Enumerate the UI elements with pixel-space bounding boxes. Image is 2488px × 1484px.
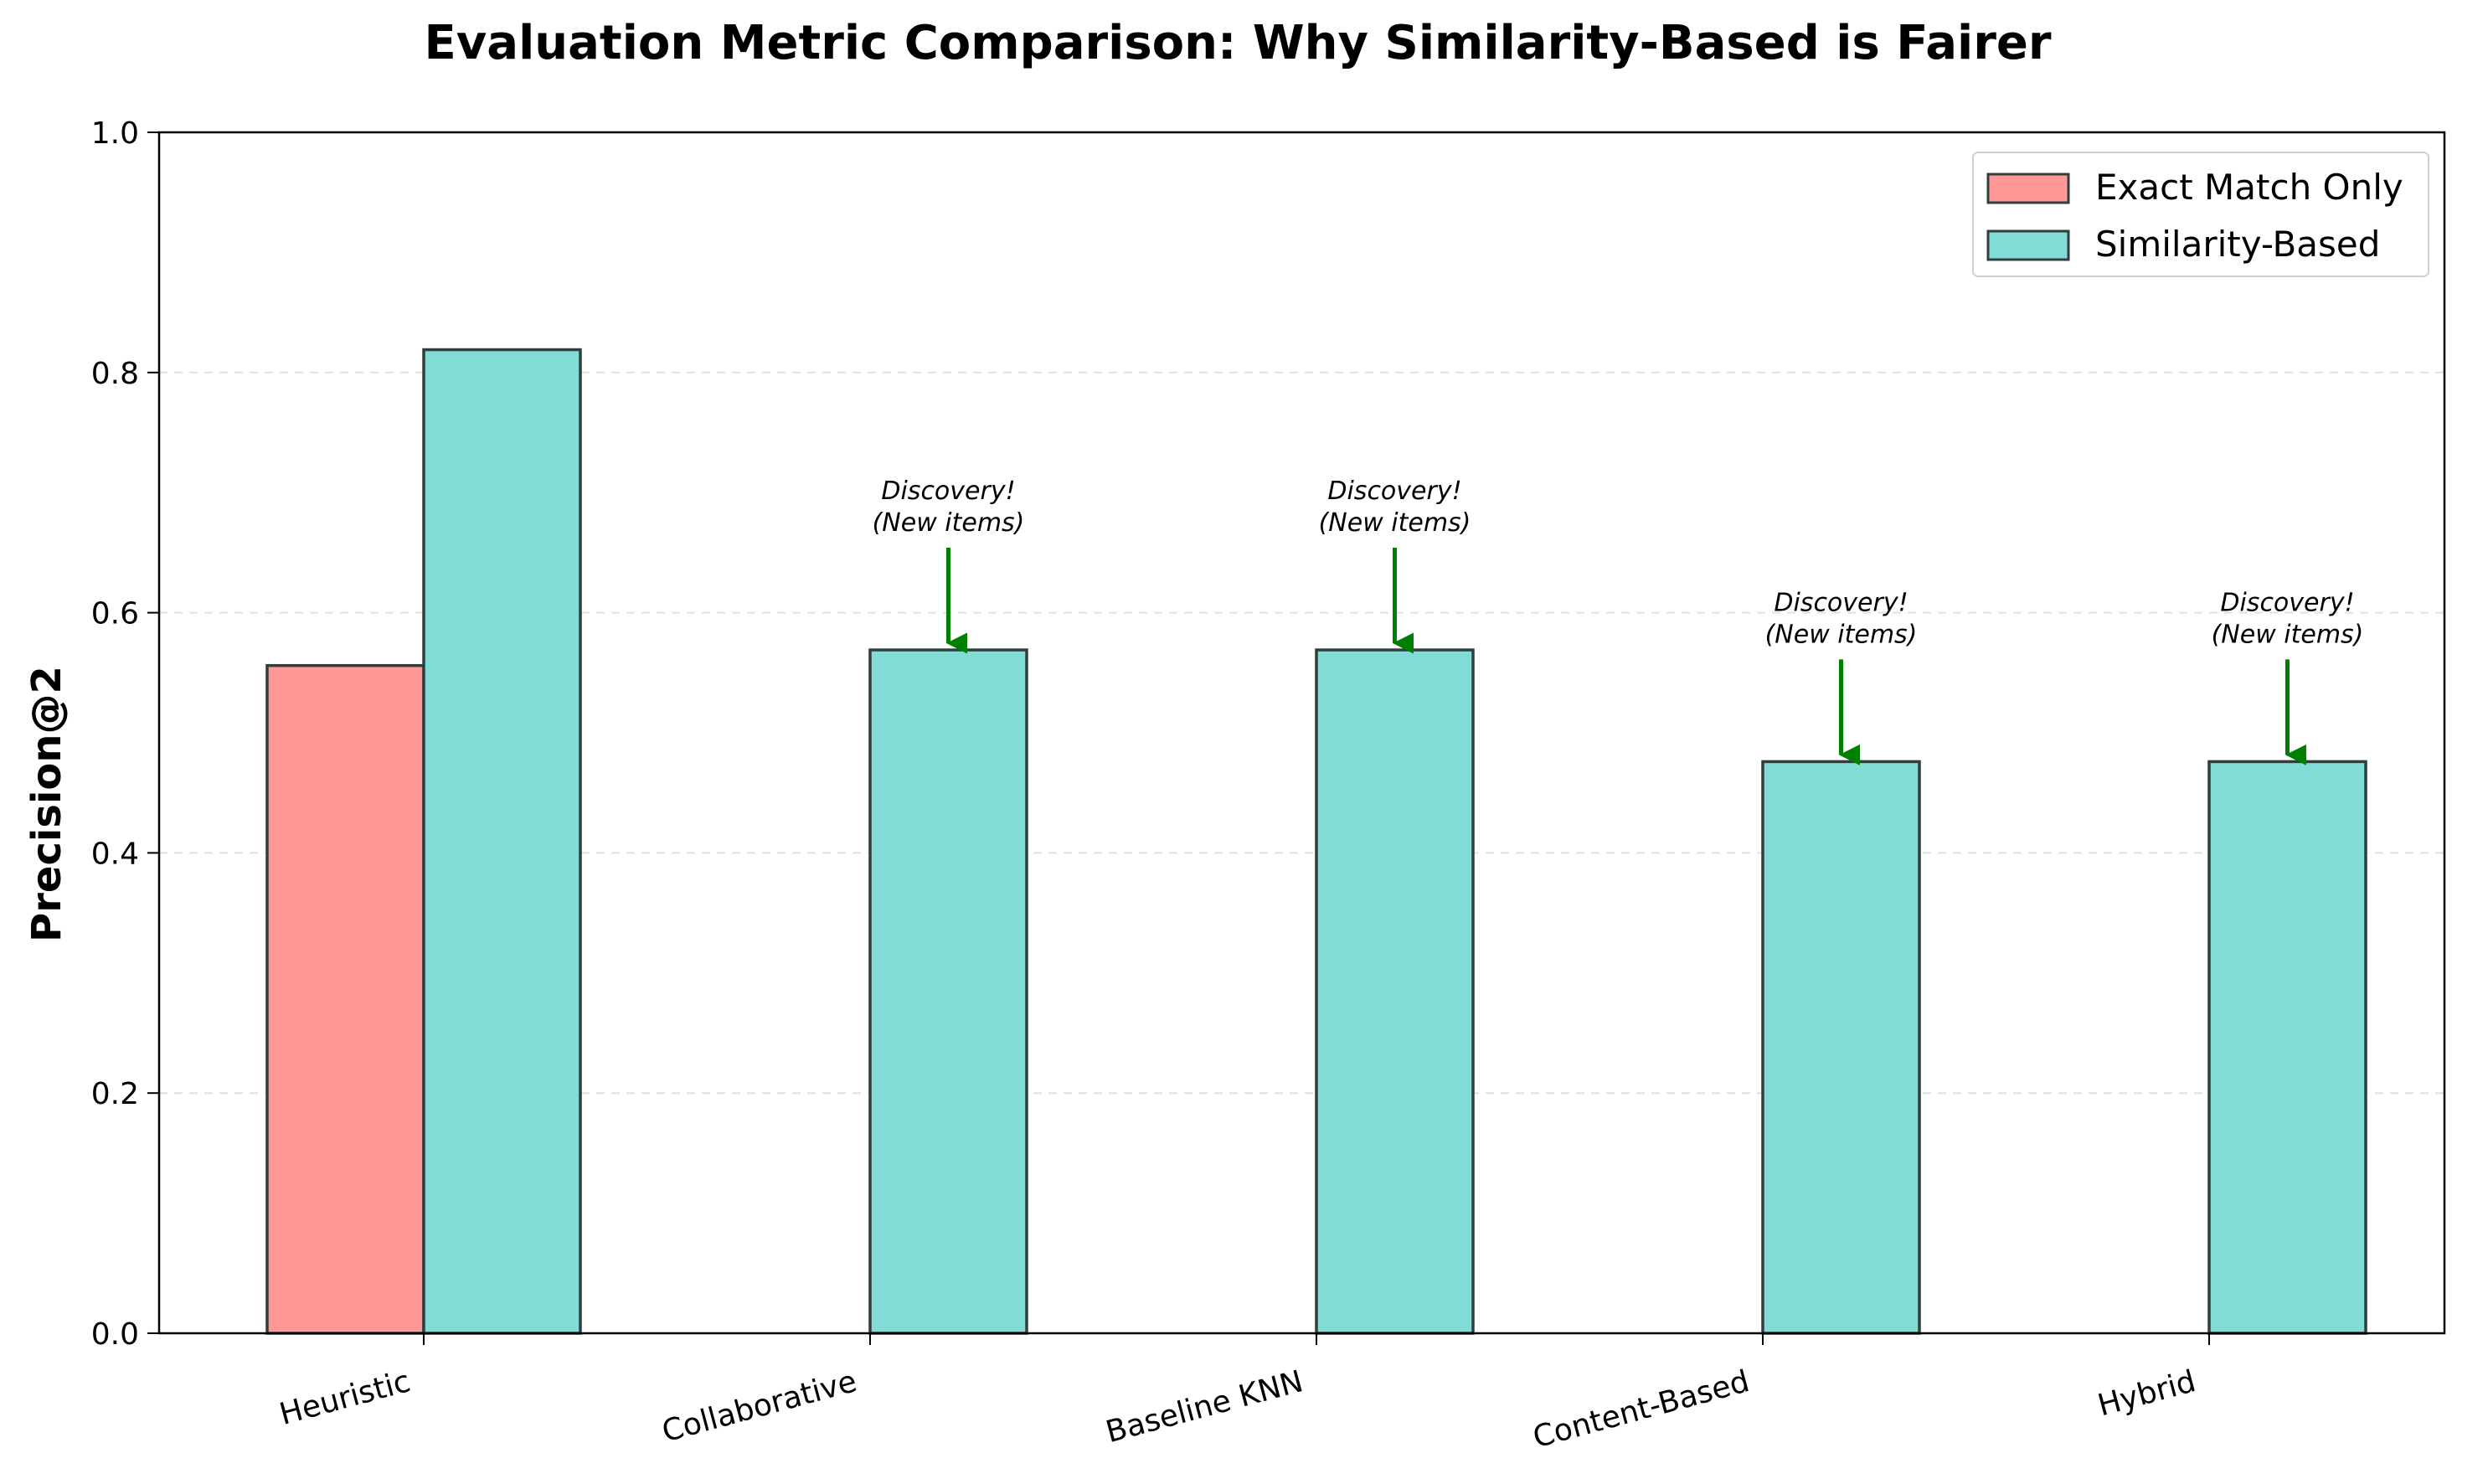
annotation-text: Discovery! xyxy=(1327,477,1461,506)
chart-title: Evaluation Metric Comparison: Why Simila… xyxy=(425,16,2052,70)
annotation-text: (New items) xyxy=(1765,620,1918,649)
y-tick-label: 0.0 xyxy=(91,1317,139,1352)
y-tick-label: 0.6 xyxy=(91,597,139,631)
bar-similarity xyxy=(1315,648,1475,1335)
annotation-text: Discovery! xyxy=(2220,588,2354,617)
y-tick-label: 0.8 xyxy=(91,357,139,391)
legend-label: Exact Match Only xyxy=(2095,167,2403,208)
bar-exact-match xyxy=(265,663,425,1335)
annotation-text: (New items) xyxy=(2212,620,2364,649)
annotation-text: (New items) xyxy=(1319,508,1471,538)
legend-label: Similarity-Based xyxy=(2095,224,2380,265)
legend: Exact Match Only Similarity-Based xyxy=(1972,152,2429,277)
bar-similarity xyxy=(2207,760,2367,1335)
legend-swatch xyxy=(1986,173,2070,204)
bar-similarity xyxy=(868,648,1028,1335)
bar-similarity xyxy=(1761,760,1921,1335)
annotation-text: Discovery! xyxy=(881,477,1015,506)
annotation-text: Discovery! xyxy=(1774,588,1908,617)
bar-similarity xyxy=(422,348,582,1335)
legend-box xyxy=(1972,152,2429,277)
y-axis-label: Precision@2 xyxy=(23,666,70,942)
y-tick-label: 0.4 xyxy=(91,837,139,871)
y-tick-label: 1.0 xyxy=(91,116,139,151)
legend-swatch xyxy=(1986,229,2070,261)
y-tick-label: 0.2 xyxy=(91,1077,139,1111)
plot-frame xyxy=(157,131,2446,1335)
annotations: Discovery!(New items)Discovery!(New item… xyxy=(873,477,2364,765)
annotation-text: (New items) xyxy=(873,508,1025,538)
